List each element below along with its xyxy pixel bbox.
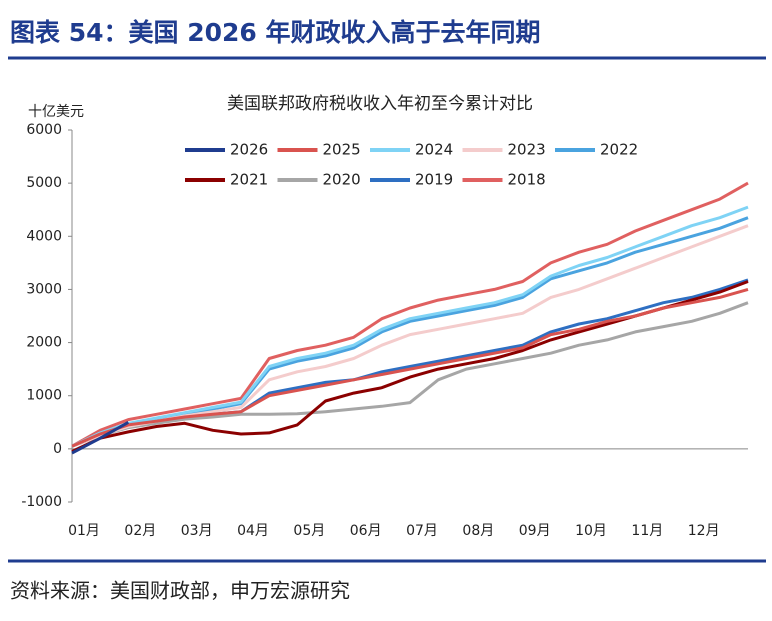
x-tick-label: 01月	[68, 523, 100, 539]
x-tick-label: 09月	[519, 523, 551, 539]
y-tick-label: 2000	[26, 335, 62, 351]
y-tick-label: 1000	[26, 388, 62, 404]
series-line	[71, 205, 749, 448]
source: 资料来源：美国财政部，申万宏源研究	[10, 579, 350, 603]
legend-label: 2018	[508, 171, 546, 189]
series-line	[71, 420, 130, 455]
x-tick-label: 11月	[631, 523, 663, 539]
legend-label: 2019	[415, 171, 453, 189]
chart-title: 美国联邦政府税收收入年初至今累计对比	[227, 94, 533, 114]
series-line	[71, 224, 749, 448]
series-line	[71, 216, 749, 448]
series-line	[71, 287, 749, 448]
x-tick-label: 02月	[124, 523, 156, 539]
x-tick-label: 04月	[237, 523, 269, 539]
x-tick-label: 03月	[181, 523, 213, 539]
legend-label: 2022	[600, 141, 638, 159]
series-line	[71, 181, 749, 448]
y-tick-label: 5000	[26, 175, 62, 191]
page-title: 图表 54：美国 2026 年财政收入高于去年同期	[10, 18, 540, 47]
legend-label: 2025	[323, 141, 361, 159]
legend-label: 2021	[230, 171, 268, 189]
legend-label: 2026	[230, 141, 268, 159]
series-line	[71, 301, 749, 448]
y-tick-label: 0	[53, 441, 62, 457]
legend-label: 2023	[508, 141, 546, 159]
y-tick-label: 3000	[26, 281, 62, 297]
y-axis-label: 十亿美元	[28, 104, 84, 120]
legend-label: 2020	[323, 171, 361, 189]
x-tick-label: 06月	[350, 523, 382, 539]
legend-label: 2024	[415, 141, 453, 159]
y-tick-label: 4000	[26, 228, 62, 244]
x-tick-label: 10月	[575, 523, 607, 539]
x-tick-label: 05月	[293, 523, 325, 539]
x-tick-label: 12月	[688, 523, 720, 539]
y-tick-label: -1000	[21, 494, 62, 510]
x-tick-label: 07月	[406, 523, 438, 539]
y-tick-label: 6000	[26, 122, 62, 138]
x-tick-label: 08月	[462, 523, 494, 539]
